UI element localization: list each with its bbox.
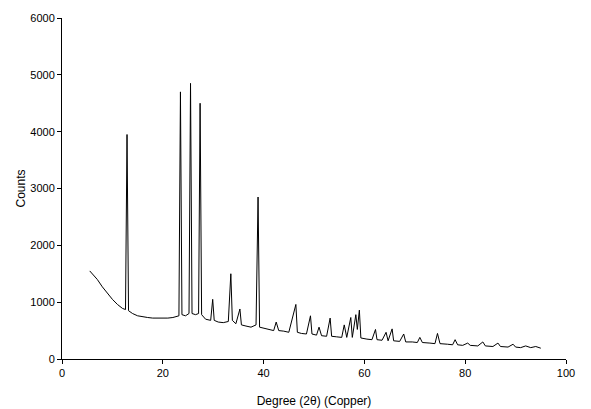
svg-text:100: 100 — [557, 367, 575, 379]
svg-text:60: 60 — [358, 367, 370, 379]
svg-text:0: 0 — [59, 367, 65, 379]
svg-text:6000: 6000 — [30, 12, 54, 24]
svg-text:3000: 3000 — [30, 182, 54, 194]
svg-text:20: 20 — [157, 367, 169, 379]
svg-text:2000: 2000 — [30, 239, 54, 251]
svg-text:5000: 5000 — [30, 69, 54, 81]
svg-text:4000: 4000 — [30, 126, 54, 138]
svg-text:80: 80 — [459, 367, 471, 379]
svg-text:1000: 1000 — [30, 296, 54, 308]
svg-text:0: 0 — [49, 353, 55, 365]
svg-text:Counts: Counts — [14, 169, 28, 207]
svg-text:Degree (2θ) (Copper): Degree (2θ) (Copper) — [257, 394, 372, 408]
svg-text:40: 40 — [257, 367, 269, 379]
